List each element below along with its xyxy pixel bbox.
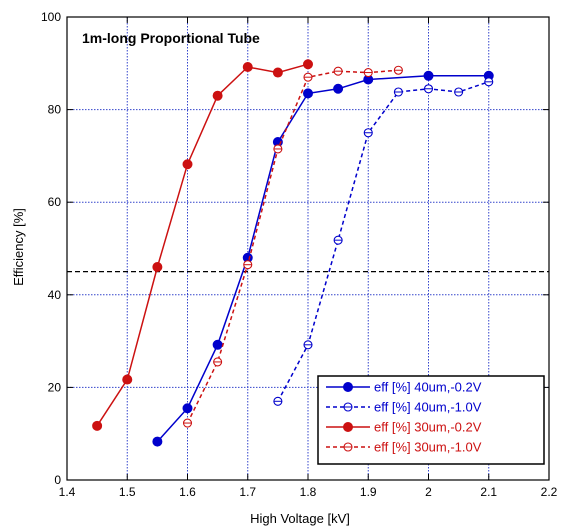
data-point — [212, 339, 223, 350]
legend-label: eff [%] 30um,-0.2V — [374, 420, 482, 435]
tick-marks — [66, 16, 550, 481]
data-point — [303, 59, 313, 70]
y-tick-label: 0 — [54, 473, 61, 487]
data-point — [182, 403, 193, 414]
x-tick-label: 2.1 — [480, 485, 497, 499]
series-0 — [152, 70, 494, 447]
series-line — [156, 75, 489, 443]
x-tick-label: 1.5 — [119, 485, 136, 499]
legend-entry: eff [%] 30um,-0.2V — [326, 420, 482, 435]
legend-label: eff [%] 40um,-0.2V — [374, 380, 482, 395]
legend-marker — [343, 422, 353, 432]
y-tick-label: 80 — [48, 103, 62, 117]
series-layer — [92, 59, 494, 447]
y-tick-label: 40 — [48, 288, 62, 302]
legend-marker — [343, 382, 353, 392]
series-2 — [92, 59, 313, 431]
y-tick-label: 100 — [41, 10, 61, 24]
y-axis-label: Efficiency [%] — [11, 208, 26, 286]
data-point — [303, 88, 313, 99]
series-1 — [273, 77, 494, 406]
x-tick-labels: 1.4 1.5 1.6 1.7 1.8 1.9 2 2.1 2.2 — [59, 485, 558, 499]
y-tick-labels: 0 20 40 60 80 100 — [41, 10, 61, 487]
data-point — [242, 62, 253, 73]
grid — [67, 17, 549, 480]
x-tick-label: 1.7 — [239, 485, 256, 499]
legend-box — [317, 375, 545, 465]
data-point — [92, 420, 103, 431]
series-3 — [182, 65, 403, 428]
x-tick-label: 1.9 — [360, 485, 377, 499]
y-tick-label: 20 — [48, 380, 62, 394]
x-axis-label: High Voltage [kV] — [250, 511, 350, 526]
data-point — [182, 159, 193, 170]
legend-label: eff [%] 30um,-1.0V — [374, 440, 482, 455]
data-point — [152, 436, 163, 447]
series-line — [186, 69, 399, 424]
x-tick-label: 1.6 — [179, 485, 196, 499]
legend: eff [%] 40um,-0.2V eff [%] 40um,-1.0V eff … — [317, 375, 545, 465]
data-point — [152, 262, 163, 273]
data-point — [272, 67, 283, 78]
legend-entry: eff [%] 40um,-0.2V — [326, 380, 482, 395]
y-tick-label: 60 — [48, 195, 62, 209]
chart-title: 1m-long Proportional Tube — [82, 30, 260, 46]
legend-label: eff [%] 40um,-1.0V — [374, 400, 482, 415]
data-point — [423, 70, 434, 81]
x-tick-label: 1.4 — [59, 485, 76, 499]
data-point — [122, 374, 133, 385]
series-line — [96, 63, 309, 427]
x-tick-label: 1.8 — [300, 485, 317, 499]
legend-entry: eff [%] 30um,-1.0V — [326, 440, 482, 455]
series-line — [277, 81, 489, 402]
data-point — [212, 90, 223, 101]
x-tick-label: 2 — [425, 485, 432, 499]
data-point — [333, 83, 344, 94]
x-tick-label: 2.2 — [541, 485, 558, 499]
legend-entry: eff [%] 40um,-1.0V — [326, 400, 482, 415]
